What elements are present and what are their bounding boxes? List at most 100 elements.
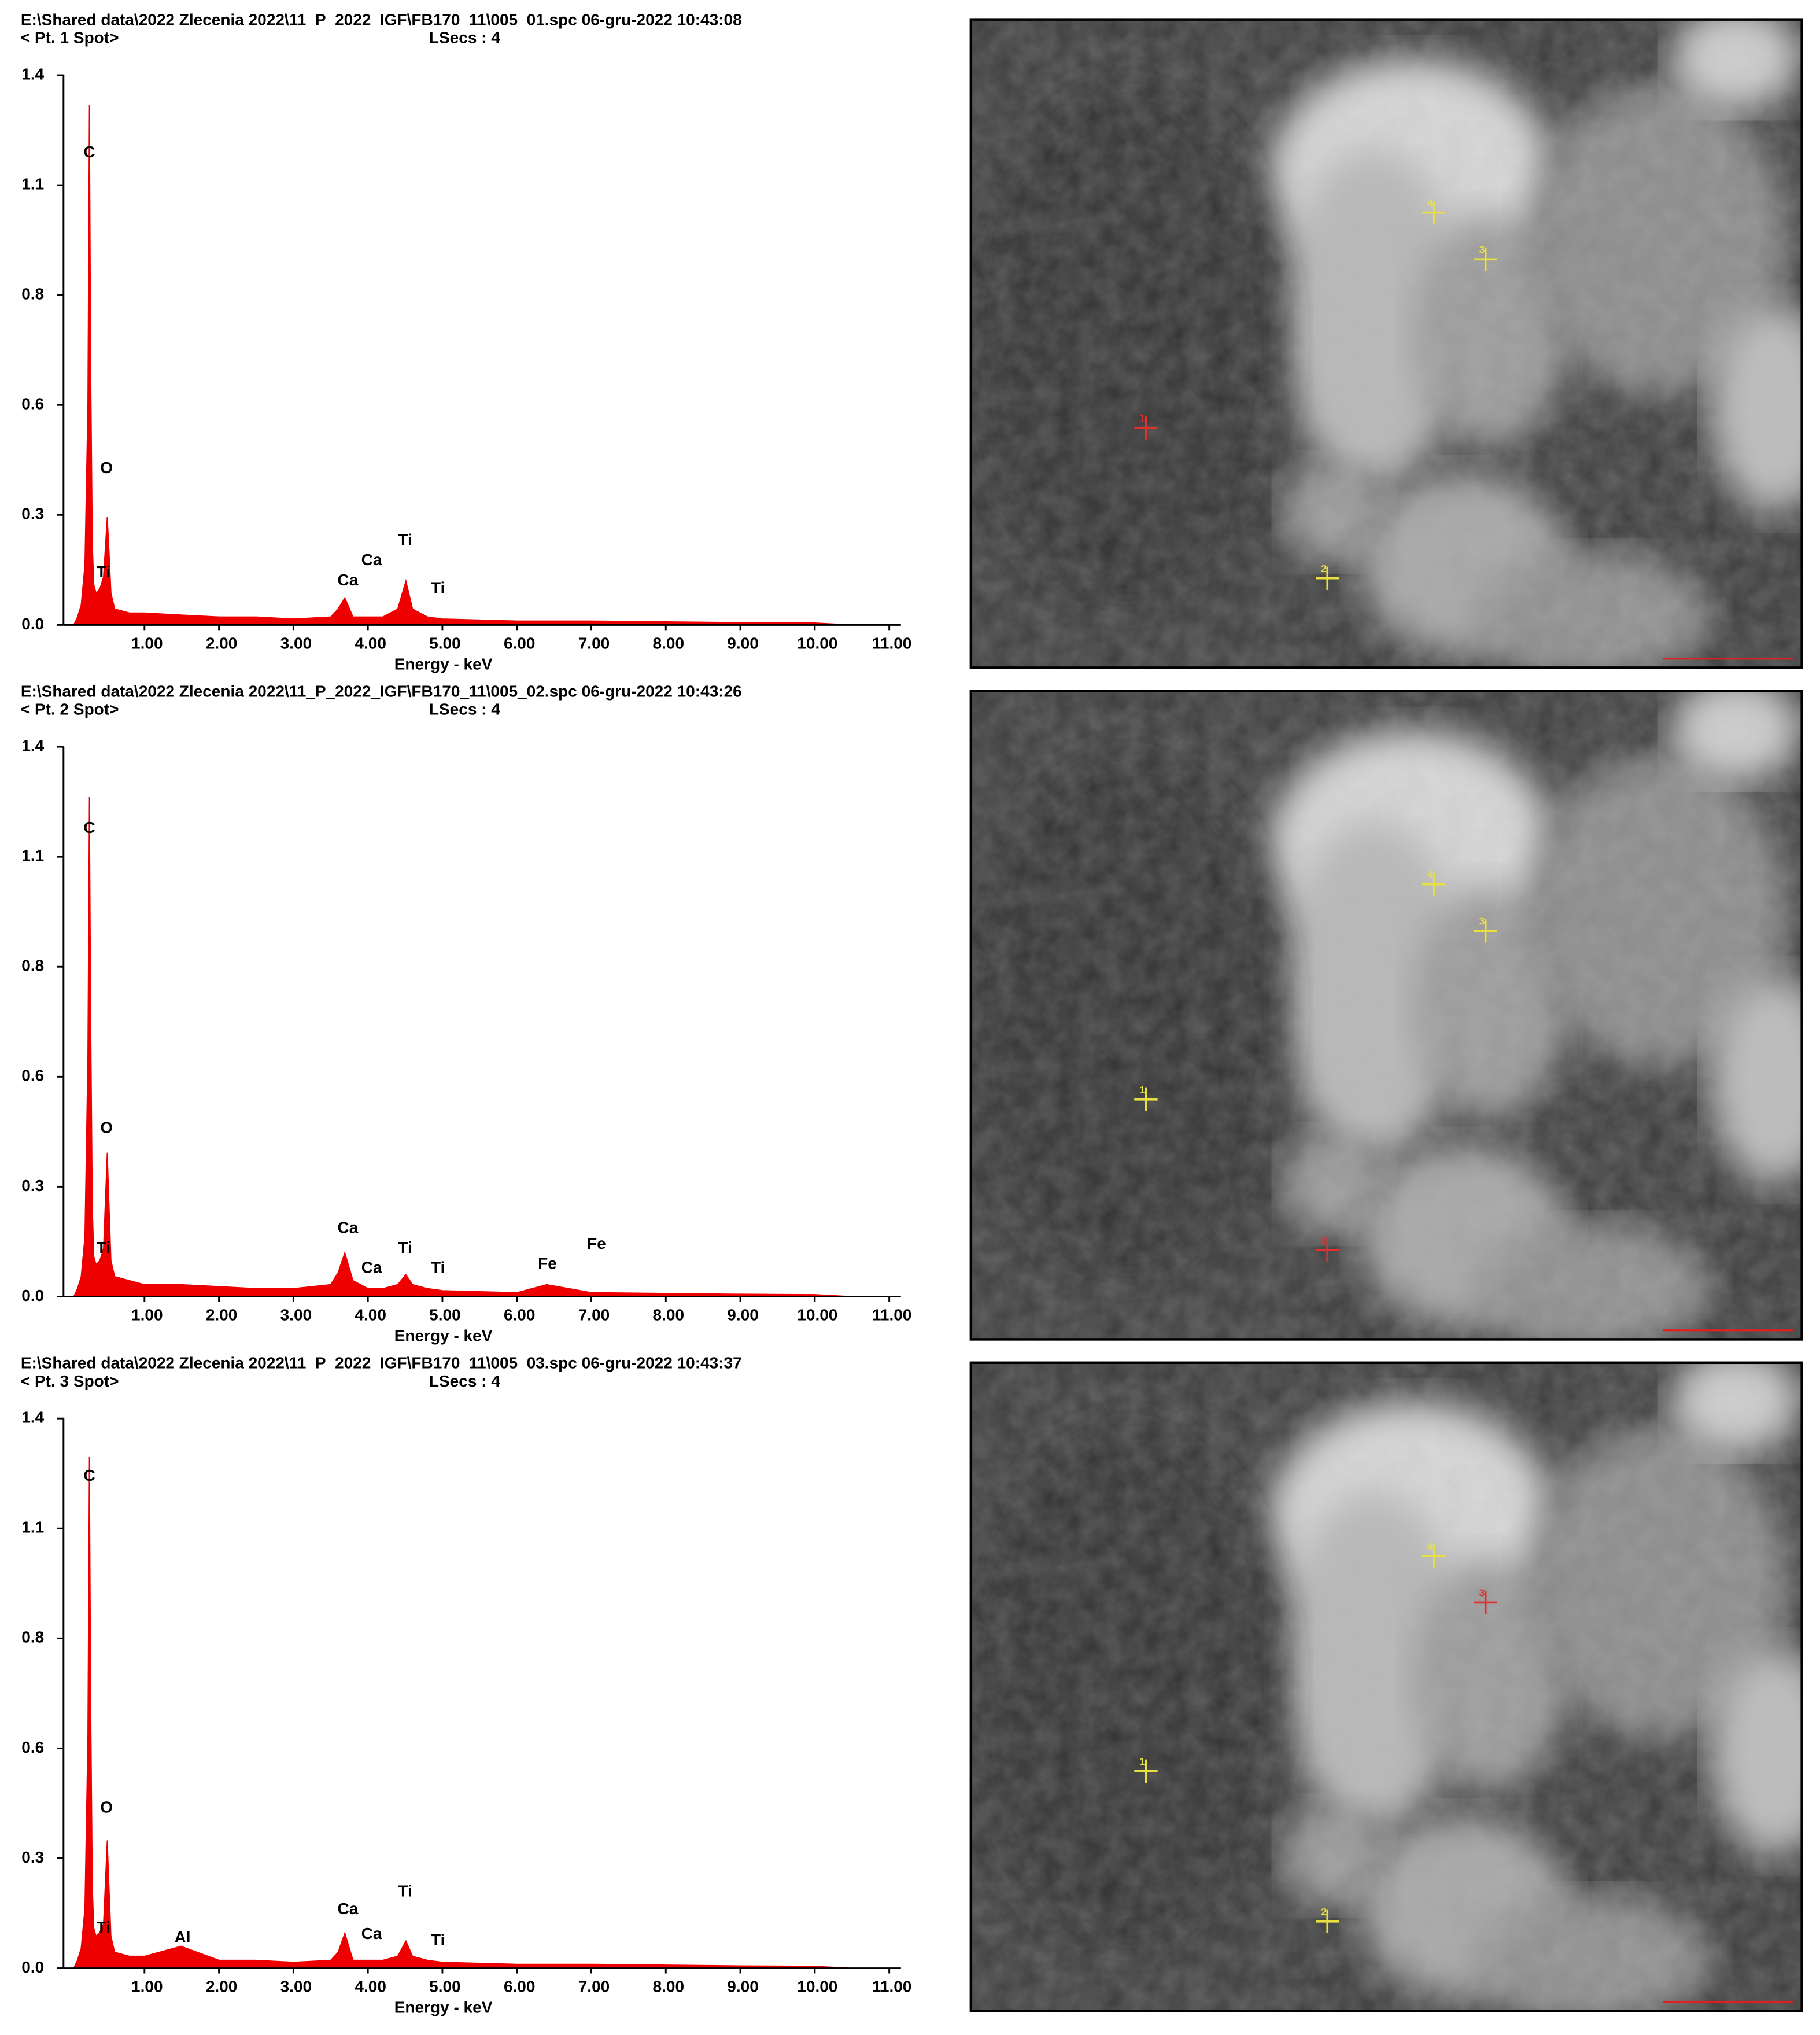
spot-label: 1: [1139, 412, 1145, 424]
peak-label: Ca: [361, 551, 382, 569]
peak-label: Ti: [398, 531, 412, 549]
y-tick-label: 0.6: [21, 395, 44, 413]
y-tick-label: 1.1: [21, 1518, 44, 1536]
spot-marker: [1422, 201, 1446, 224]
y-tick-label: 0.8: [21, 1628, 44, 1646]
file-header: E:\Shared data\2022 Zlecenia 2022\11_P_2…: [21, 682, 742, 700]
x-tick-label: 5.00: [429, 634, 461, 652]
y-tick-label: 0.0: [21, 1286, 44, 1304]
y-tick-label: 1.4: [21, 1409, 44, 1426]
x-axis-label: Energy - keV: [394, 1326, 493, 1344]
sem-frame: [969, 1361, 1803, 2012]
peak-label: O: [100, 1798, 113, 1816]
x-tick-label: 4.00: [355, 634, 386, 652]
y-tick-label: 0.3: [21, 505, 44, 523]
y-tick-label: 1.1: [21, 847, 44, 865]
y-tick-label: 1.4: [21, 737, 44, 755]
x-tick-label: 4.00: [355, 1978, 386, 1996]
y-tick-label: 0.0: [21, 1958, 44, 1976]
x-tick-label: 6.00: [504, 634, 535, 652]
x-tick-label: 10.00: [797, 1306, 837, 1324]
sem-image: 4 3 1 2: [969, 1361, 1803, 2012]
peak-label: Ti: [431, 1931, 445, 1949]
peak-label: Ca: [337, 571, 358, 589]
x-tick-label: 9.00: [727, 634, 759, 652]
point-label: < Pt. 2 Spot>: [21, 701, 119, 718]
sem-texture: [970, 691, 1802, 1340]
peak-label: Ti: [398, 1238, 412, 1256]
peak-label: Ti: [97, 563, 110, 581]
y-tick-label: 1.4: [21, 65, 44, 83]
x-tick-label: 8.00: [653, 1306, 685, 1324]
peak-label: C: [83, 819, 95, 836]
peak-label: Ti: [398, 1882, 412, 1900]
spot-label: 4: [1427, 869, 1433, 880]
spot-label: 2: [1321, 1906, 1327, 1918]
spectrum: [73, 1456, 852, 1969]
sem-content: [970, 1362, 1802, 2011]
spot-marker: [1474, 919, 1497, 943]
y-tick-label: 0.6: [21, 1067, 44, 1085]
peak-label: C: [83, 143, 95, 161]
spot-marker: [1474, 248, 1497, 271]
x-tick-label: 7.00: [578, 1306, 610, 1324]
x-tick-label: 8.00: [653, 1978, 685, 1996]
x-tick-label: 2.00: [206, 634, 238, 652]
spot-label: 1: [1139, 1084, 1145, 1096]
y-tick-label: 0.3: [21, 1177, 44, 1195]
x-axis-label: Energy - keV: [394, 1998, 493, 2016]
file-header: E:\Shared data\2022 Zlecenia 2022\11_P_2…: [21, 10, 742, 28]
y-tick-label: 0.8: [21, 285, 44, 303]
spot-label: 1: [1139, 1756, 1145, 1767]
point-label: < Pt. 1 Spot>: [21, 29, 119, 47]
spot-label: 3: [1479, 1587, 1485, 1599]
spot-marker: [1134, 1759, 1158, 1783]
peak-label: O: [100, 459, 113, 477]
x-axis-label: Energy - keV: [394, 655, 493, 673]
lsecs-label: LSecs : 4: [429, 701, 500, 718]
sem-content: [970, 691, 1802, 1340]
x-tick-label: 11.00: [872, 1978, 912, 1996]
spot-marker: [1422, 872, 1446, 896]
sem-content: [970, 19, 1802, 668]
point-label: < Pt. 3 Spot>: [21, 1372, 119, 1390]
peak-label: Ca: [361, 1258, 382, 1276]
peak-label: Fe: [538, 1255, 557, 1273]
x-tick-label: 2.00: [206, 1306, 238, 1324]
x-tick-label: 9.00: [727, 1306, 759, 1324]
sem-frame: [969, 18, 1803, 669]
x-tick-label: 2.00: [206, 1978, 238, 1996]
x-tick-label: 1.00: [131, 1978, 163, 1996]
peak-label: Al: [174, 1928, 190, 1946]
sem-texture: [970, 19, 1802, 668]
x-tick-label: 5.00: [429, 1306, 461, 1324]
file-header: E:\Shared data\2022 Zlecenia 2022\11_P_2…: [21, 1354, 742, 1372]
x-tick-label: 4.00: [355, 1306, 386, 1324]
peak-label: Ti: [431, 1258, 445, 1276]
spot-label: 2: [1321, 1234, 1327, 1246]
y-tick-label: 0.0: [21, 615, 44, 633]
spectrum: [73, 105, 852, 626]
x-tick-label: 5.00: [429, 1978, 461, 1996]
x-tick-label: 3.00: [280, 1978, 312, 1996]
spot-marker: [1422, 1544, 1446, 1568]
peak-label: Ti: [97, 1238, 110, 1256]
spot-marker: [1316, 1238, 1339, 1262]
peak-label: Ca: [337, 1900, 358, 1918]
sem-image: 4 3 1 2: [969, 18, 1803, 669]
sem-frame: [969, 690, 1803, 1341]
x-tick-label: 11.00: [872, 634, 912, 652]
spot-marker: [1134, 416, 1158, 440]
x-tick-label: 6.00: [504, 1978, 535, 1996]
x-tick-label: 11.00: [872, 1306, 912, 1324]
peak-label: Ca: [337, 1218, 358, 1236]
spot-label: 2: [1321, 563, 1327, 574]
x-tick-label: 8.00: [653, 634, 685, 652]
peak-label: Fe: [587, 1234, 606, 1252]
peak-label: Ti: [431, 579, 445, 597]
spectrum-panel: E:\Shared data\2022 Zlecenia 2022\11_P_2…: [21, 682, 912, 1344]
x-tick-label: 1.00: [131, 1306, 163, 1324]
x-tick-label: 9.00: [727, 1978, 759, 1996]
peak-label: O: [100, 1119, 113, 1137]
